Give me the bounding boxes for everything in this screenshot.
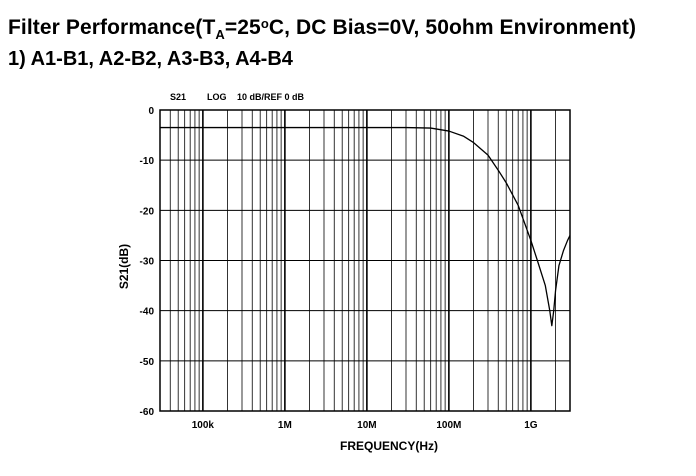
x-axis-label: FREQUENCY(Hz) [340, 439, 438, 453]
chart-subtitle: 1) A1-B1, A2-B2, A3-B3, A4-B4 [8, 48, 293, 70]
chart-header-2: LOG [207, 92, 227, 102]
plot-frame [159, 109, 571, 412]
y-tick-label: -40 [140, 307, 155, 318]
x-tick-label: 100k [192, 420, 215, 431]
y-tick-label: -60 [140, 407, 155, 418]
x-tick-label: 100M [436, 420, 461, 431]
y-tick-label: 0 [148, 106, 154, 117]
y-tick-label: -10 [140, 156, 155, 167]
y-tick-label: -30 [140, 257, 155, 268]
x-tick-label: 10M [357, 420, 376, 431]
y-axis-label: S21(dB) [117, 244, 131, 289]
chart-header-1: S21 [170, 92, 186, 102]
x-tick-label: 1G [524, 420, 538, 431]
series-line-1 [160, 126, 571, 327]
chart-title: Filter Performance(TA=25oC, DC Bias=0V, … [8, 16, 637, 42]
x-tick-label: 1M [278, 420, 292, 431]
y-tick-label: -20 [140, 206, 155, 217]
y-tick-label: -50 [140, 357, 155, 368]
chart-header-3: 10 dB/REF 0 dB [237, 92, 305, 102]
